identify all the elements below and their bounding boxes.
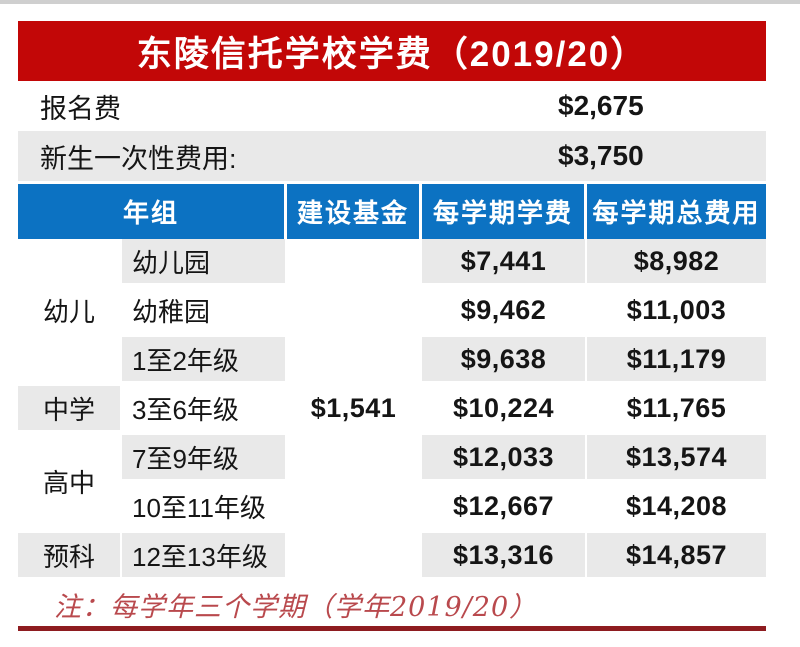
table-row: 幼儿园 $7,441 $8,982: [18, 239, 766, 288]
grade-cell: 幼儿园: [122, 239, 285, 283]
grade-cell: 10至11年级: [132, 492, 266, 523]
term-total-cell: $14,857: [587, 533, 766, 577]
term-fee-cell: $7,441: [422, 239, 585, 283]
page-title: 东陵信托学校学费（2019/20）: [136, 34, 648, 74]
table-row: 幼稚园 $9,462 $11,003: [18, 288, 766, 337]
year-group-label: 中学: [42, 394, 95, 425]
table-body: $1,541 幼儿园 $7,441 $8,982 幼稚园 $9,462 $11,003 1至…: [18, 239, 766, 582]
table-row: 7至9年级 $12,033 $13,574: [18, 435, 766, 484]
term-fee-cell: $9,462: [460, 294, 547, 325]
table-header-row: 年组 建设基金 每学期学费 每学期总费用: [18, 184, 766, 239]
year-group-cell: 幼儿: [18, 239, 120, 381]
development-levy-cell: [287, 484, 420, 528]
year-group-cell: 高中: [18, 435, 120, 528]
term-total-cell: $8,982: [587, 239, 766, 283]
development-levy-value: $1,541: [310, 392, 397, 423]
page-top-edge: [0, 0, 800, 4]
term-fee-cell: $12,667: [452, 490, 555, 521]
footnote-row: 注：每学年三个学期（学年2019/20）: [18, 582, 766, 626]
grade-cell: 12至13年级: [122, 533, 285, 577]
application-fee-value: $2,675: [558, 90, 644, 121]
note-text: 注：每学年三个学期（学年2019/20）: [54, 591, 538, 623]
one-time-fee-label: 新生一次性费用:: [40, 143, 237, 174]
table-row: 12至13年级 $13,316 $14,857: [18, 533, 766, 582]
one-time-fee-row: 新生一次性费用: $3,750: [18, 131, 766, 181]
development-levy-cell: [287, 239, 420, 283]
table-row: 3至6年级 $10,224 $11,765: [18, 386, 766, 435]
year-group-cell: 预科: [18, 533, 120, 577]
title-banner: 东陵信托学校学费（2019/20）: [18, 21, 766, 81]
year-group-label: 预科: [42, 541, 95, 572]
bottom-divider: [18, 626, 766, 631]
table-row: 1至2年级 $9,638 $11,179: [18, 337, 766, 386]
application-fee-row: 报名费 $2,675: [18, 81, 766, 131]
header-term-total: 每学期总费用: [587, 184, 766, 239]
fee-sheet: 东陵信托学校学费（2019/20） 报名费 $2,675 新生一次性费用: $3…: [18, 21, 766, 631]
one-time-fee-value: $3,750: [558, 140, 644, 171]
term-fee-cell: $12,033: [422, 435, 585, 479]
development-levy-cell: [287, 288, 420, 332]
development-levy-cell: [287, 533, 420, 577]
term-fee-cell: $13,316: [422, 533, 585, 577]
term-fee-cell: $10,224: [452, 392, 555, 423]
term-total-cell: $11,765: [626, 392, 727, 423]
grade-cell: 1至2年级: [122, 337, 285, 381]
development-levy-cell: [287, 337, 420, 381]
term-total-cell: $14,208: [625, 490, 728, 521]
term-fee-cell: $9,638: [422, 337, 585, 381]
term-total-cell: $11,003: [626, 294, 727, 325]
term-total-cell: $11,179: [587, 337, 766, 381]
grade-cell: 7至9年级: [122, 435, 285, 479]
year-group-label: 高中: [42, 468, 95, 498]
application-fee-label: 报名费: [40, 93, 121, 124]
header-term-fee: 每学期学费: [422, 184, 584, 239]
year-group-cell: 中学: [18, 386, 120, 430]
header-year-group: 年组: [18, 184, 284, 239]
grade-cell: 幼稚园: [132, 296, 211, 327]
term-total-cell: $13,574: [587, 435, 766, 479]
development-levy-cell: [287, 435, 420, 479]
year-group-label: 幼儿: [42, 296, 95, 327]
table-row: 10至11年级 $12,667 $14,208: [18, 484, 766, 533]
grade-cell: 3至6年级: [132, 394, 239, 425]
header-development-levy: 建设基金: [287, 184, 419, 239]
